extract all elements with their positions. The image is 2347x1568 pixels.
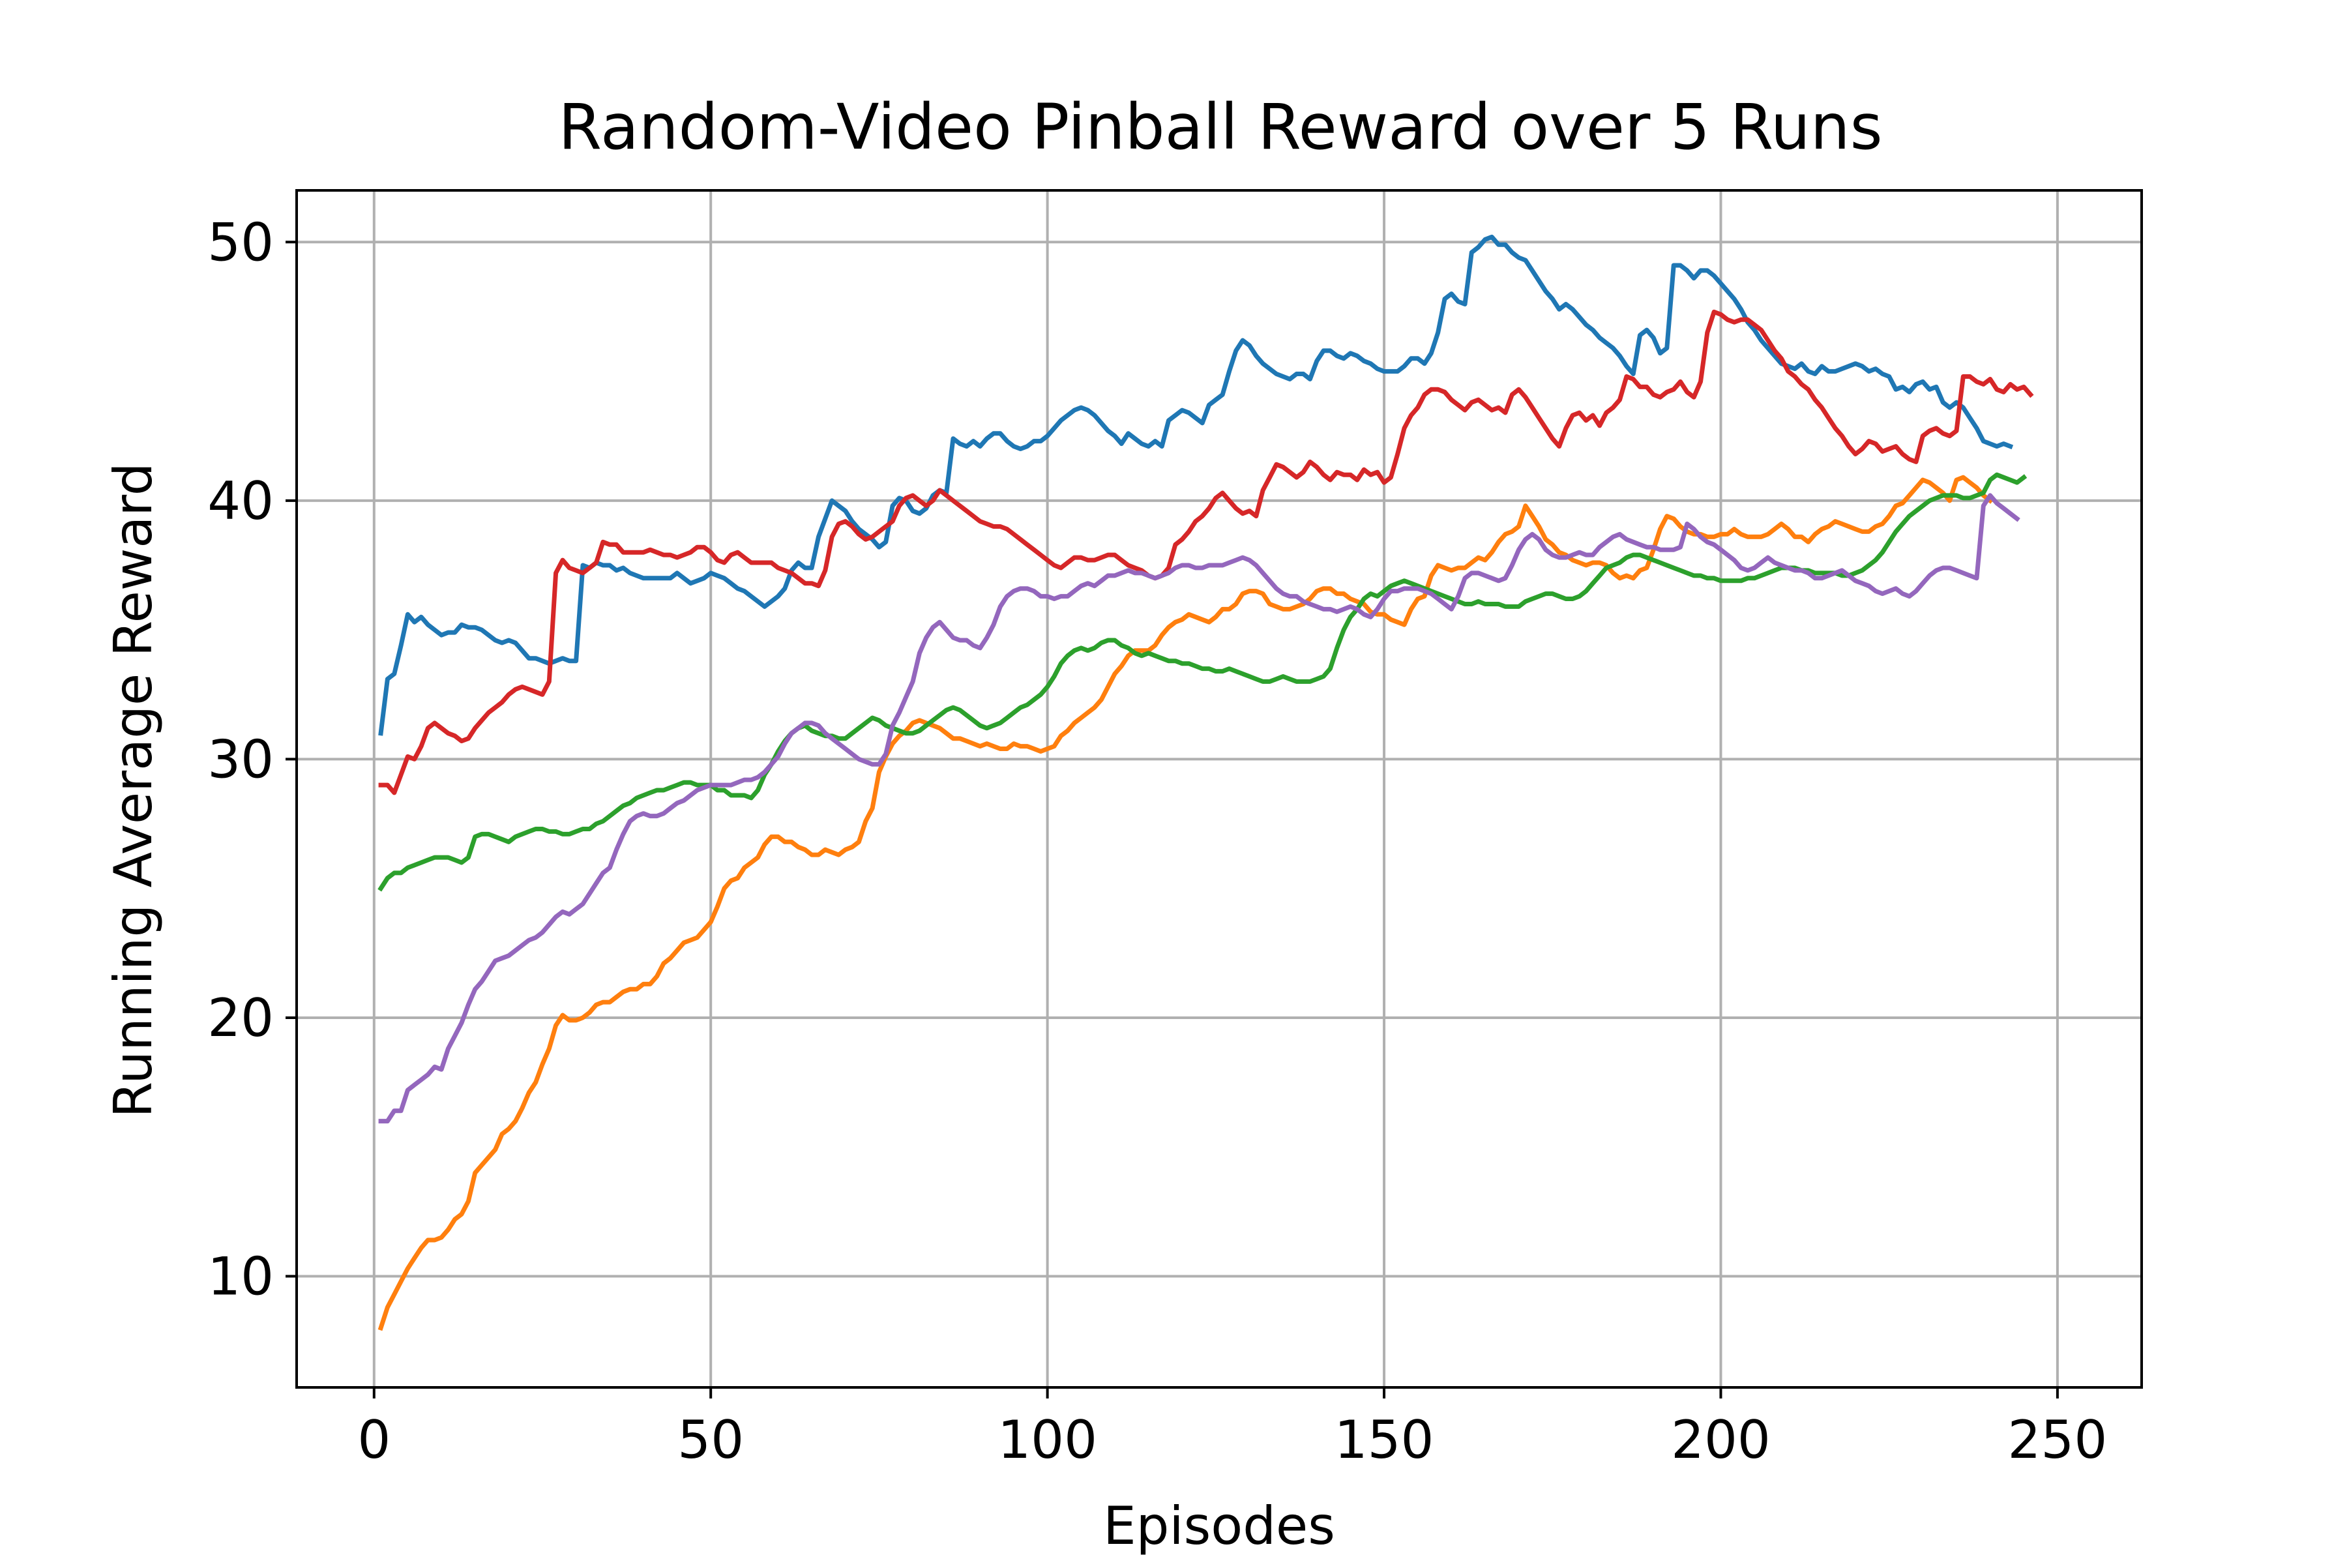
y-axis-label: Running Average Reward [103, 462, 164, 1117]
x-tick-label: 200 [1671, 1410, 1771, 1470]
y-tick-label: 50 [207, 212, 274, 273]
x-tick-label: 150 [1335, 1410, 1434, 1470]
x-tick-label: 250 [2008, 1410, 2108, 1470]
series-line-4 [378, 309, 2034, 795]
y-tick-label: 40 [207, 471, 274, 531]
y-tick-label: 20 [207, 988, 274, 1048]
y-tick-label: 30 [207, 729, 274, 790]
x-axis-label: Episodes [1103, 1496, 1335, 1556]
plot-frame [295, 189, 2143, 1389]
x-tick-label: 50 [677, 1410, 744, 1470]
axis-ticks: 0 50 100 150 200 250 10 20 30 40 50 [207, 212, 2107, 1470]
series-line-3 [377, 472, 2028, 892]
gridlines [297, 190, 2142, 1387]
series-line-5 [378, 493, 2020, 1124]
series-line-2 [377, 475, 1994, 1331]
series-line-1 [378, 234, 2014, 736]
x-tick-label: 0 [357, 1410, 391, 1470]
x-tick-label: 100 [997, 1410, 1097, 1470]
series-lines [377, 234, 2034, 1331]
chart-title: Random-Video Pinball Reward over 5 Runs [558, 91, 1882, 164]
y-tick-label: 10 [207, 1246, 274, 1307]
